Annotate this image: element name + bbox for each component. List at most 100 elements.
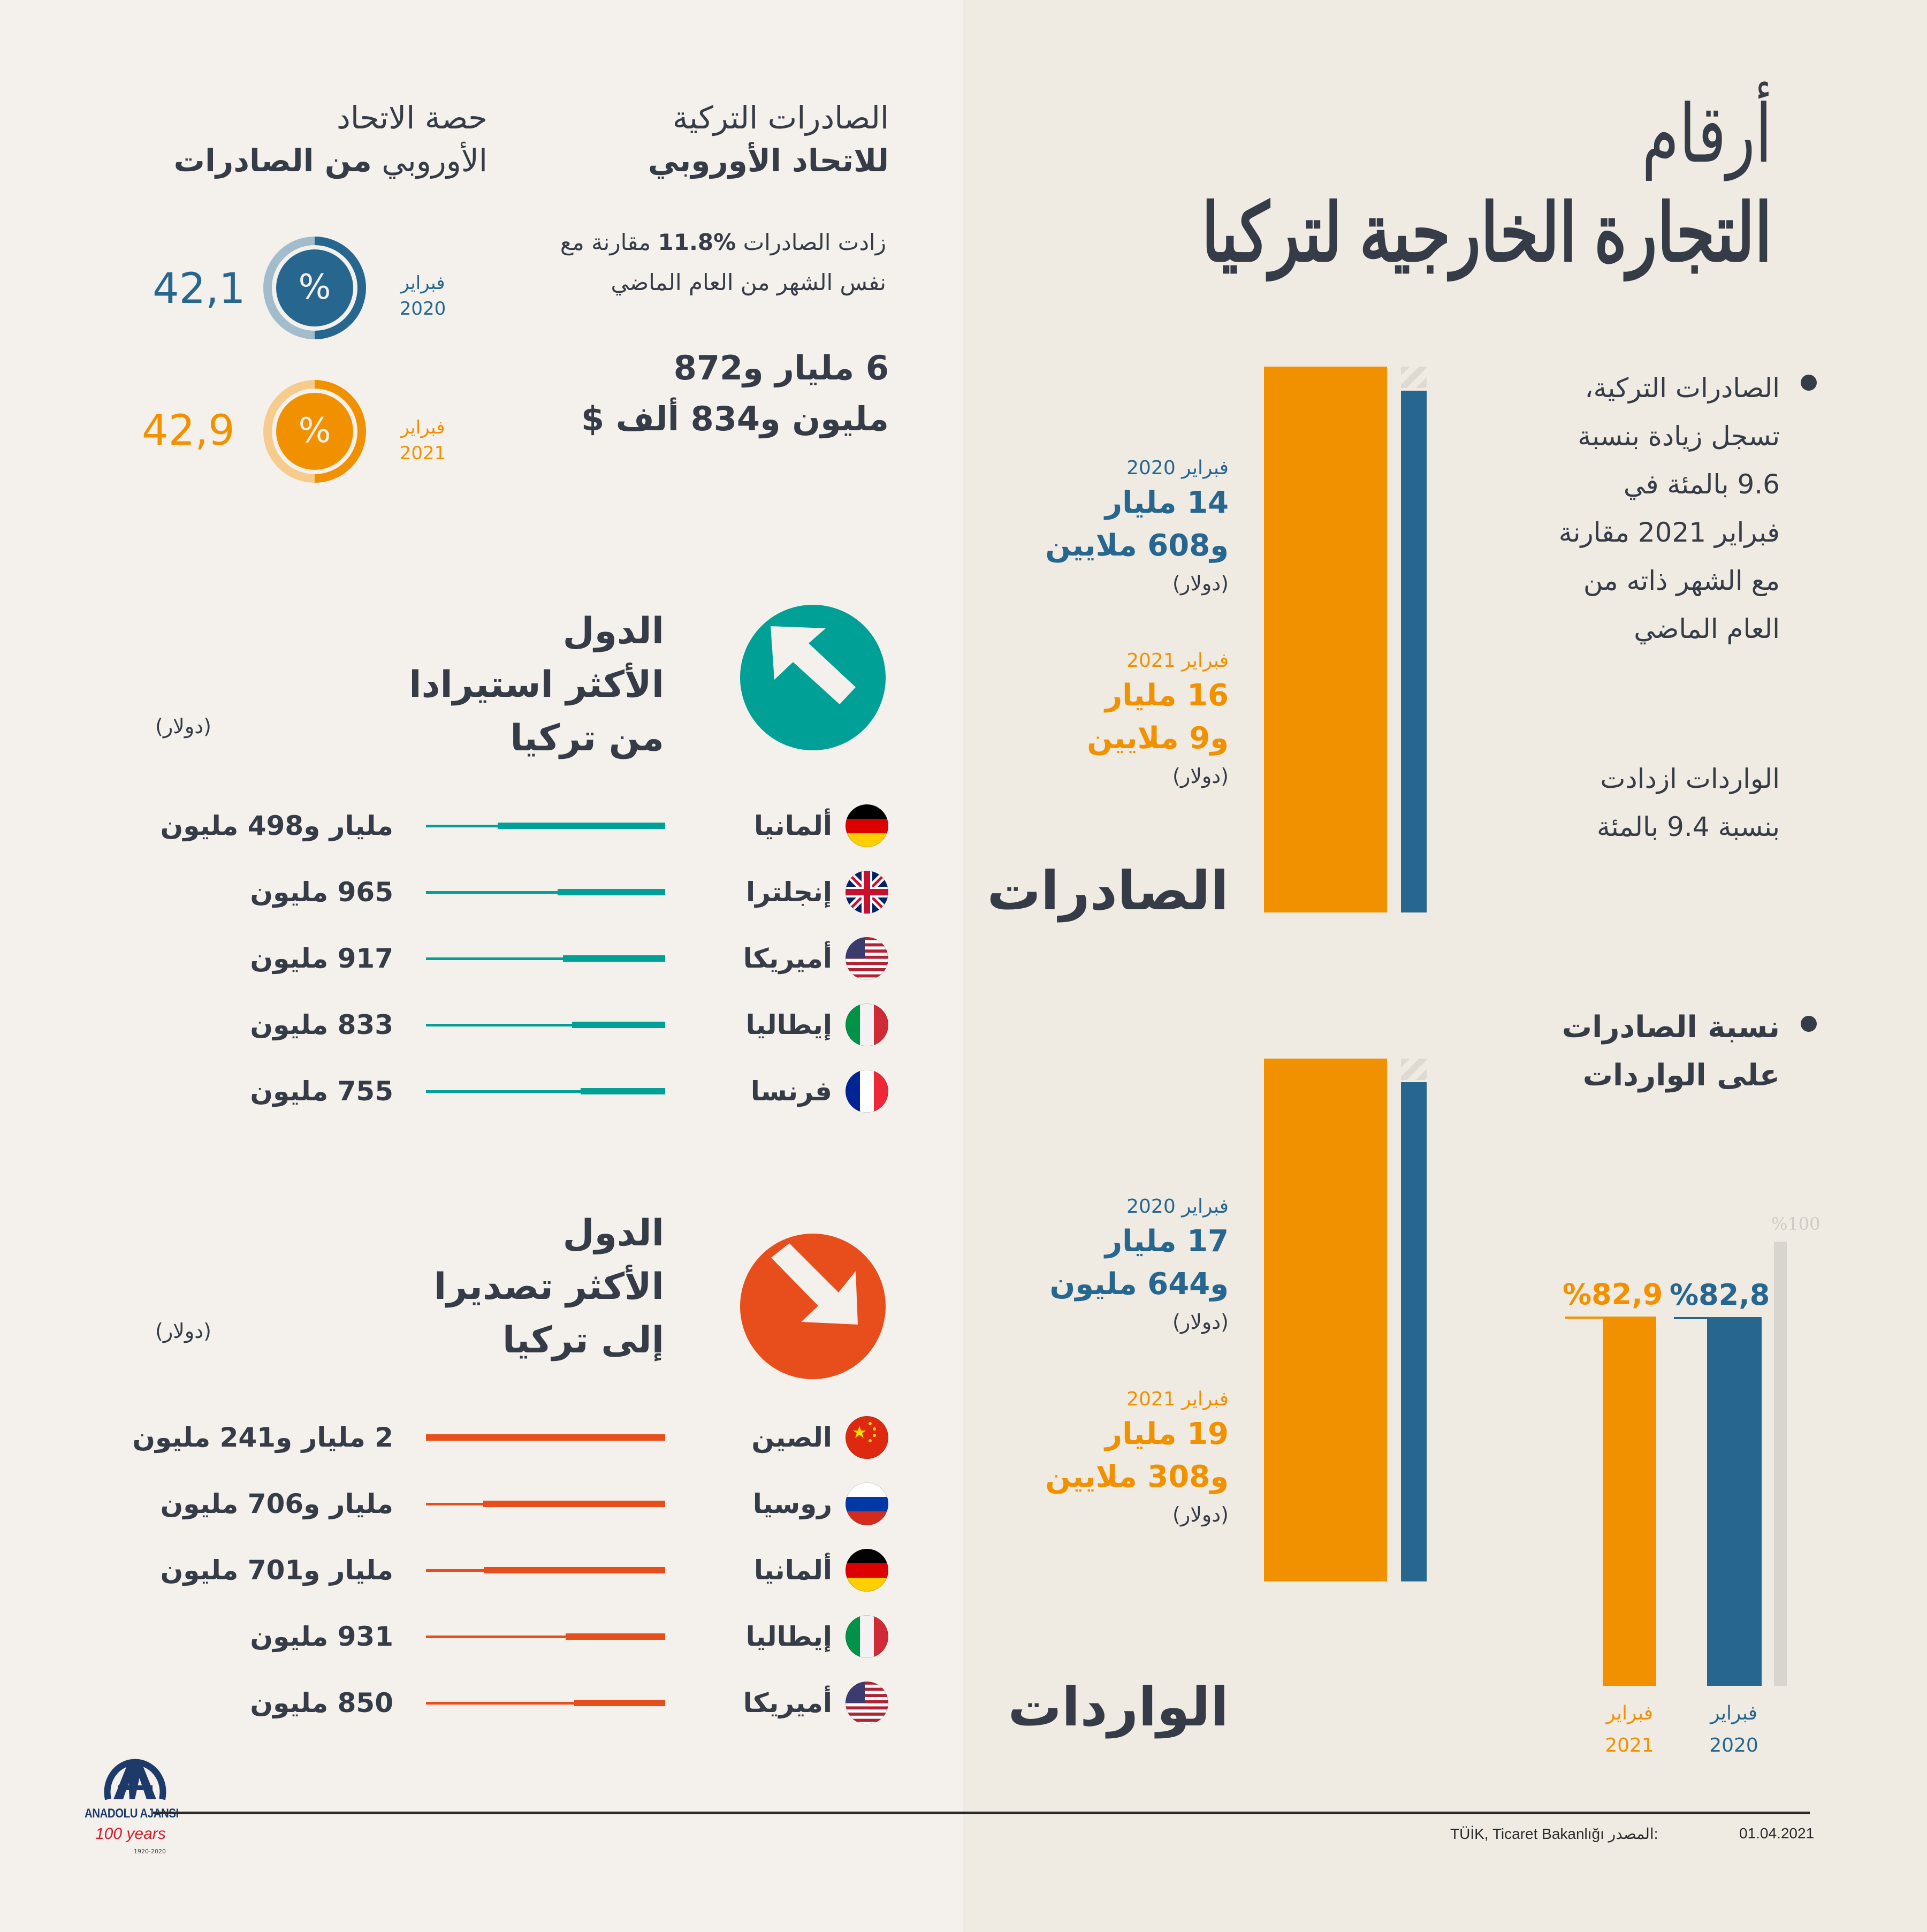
- eu-share-heading-line1: حصة الاتحاد: [337, 100, 488, 136]
- eu-growth-pre: زادت الصادرات: [736, 229, 886, 255]
- ratio-title: نسبة الصادرات على الواردات: [1459, 1003, 1780, 1100]
- exports-hatch: [1401, 367, 1427, 388]
- bullet-icon: [1801, 375, 1817, 391]
- exports-summary: الصادرات التركية، تسجل زيادة بنسبة 9.6 ب…: [1502, 364, 1780, 653]
- imports-hatch: [1401, 1059, 1427, 1080]
- country-value: 931 مليون: [250, 1621, 393, 1652]
- ratio-track-100: [1774, 1242, 1787, 1686]
- right-panel: [963, 0, 1927, 1932]
- country-row: إيطاليا 931 مليون: [0, 1615, 910, 1658]
- eu-share-ring-2020: %: [263, 237, 366, 339]
- bar-value: [483, 1501, 665, 1507]
- ratio-month-label: فبراير: [1606, 1702, 1653, 1724]
- source-value: TÜİK, Ticaret Bakanlığı: [1450, 1825, 1604, 1842]
- anniversary-range: 1920-2020: [134, 1848, 166, 1855]
- bar-track: [426, 1636, 665, 1638]
- country-value: 2 مليار و241 مليون: [132, 1422, 393, 1453]
- exports-bar-2020: [1401, 391, 1427, 912]
- country-value: مليار و701 مليون: [160, 1555, 393, 1586]
- eu-share-value-2021: 42,9: [142, 407, 235, 455]
- italy-flag-icon: [846, 1003, 888, 1048]
- bar-value: [483, 1567, 665, 1573]
- summary-line: العام الماضي: [1634, 613, 1780, 644]
- ratio-max-label: %100: [1771, 1214, 1821, 1234]
- exporters-unit: (دولار): [155, 1319, 211, 1343]
- bar-value: [572, 1022, 665, 1028]
- imports-2021-line1: 19 مليار: [1105, 1417, 1229, 1451]
- imports-2020-line2: و644 مليون: [1049, 1267, 1229, 1302]
- month-label: فبراير: [400, 272, 445, 294]
- ratio-month-2020: فبراير 2020: [1702, 1698, 1766, 1762]
- summary-line: الصادرات التركية،: [1585, 372, 1780, 404]
- eu-share-ring-2021: %: [263, 380, 366, 483]
- summary-line: تسجل زيادة بنسبة: [1578, 421, 1780, 452]
- imports-values: فبراير 2020 17 مليار و644 مليون (دولار) …: [961, 1193, 1229, 1531]
- exporters-title-line2: الأكثر تصديرا: [433, 1266, 664, 1308]
- imports-label: الواردات: [1008, 1676, 1229, 1738]
- bar-value: [426, 1434, 665, 1441]
- imports-2020-unit: (دولار): [1172, 1310, 1229, 1334]
- country-name: أميريكا: [743, 943, 832, 974]
- exporters-title: الدول الأكثر تصديرا إلى تركيا: [343, 1207, 664, 1367]
- usa-flag-icon: [846, 1682, 888, 1726]
- exports-values: فبراير 2020 14 مليار و608 ملايين (دولار)…: [961, 455, 1229, 792]
- eu-share-heading-a: الأوروبي: [371, 142, 488, 179]
- bar-value: [566, 1633, 665, 1640]
- ratio-month-label: فبراير: [1710, 1702, 1757, 1724]
- bar-track: [426, 1090, 665, 1093]
- exports-2020-line2: و608 ملايين: [1045, 528, 1229, 563]
- bar-value: [574, 1700, 665, 1706]
- ratio-bar-2020: [1707, 1318, 1762, 1686]
- ratio-year-label: 2020: [1709, 1735, 1758, 1756]
- imports-2021-line2: و308 ملايين: [1045, 1459, 1229, 1494]
- exports-bar-2021: [1264, 367, 1387, 912]
- france-flag-icon: [846, 1070, 888, 1115]
- bullet-icon: [1801, 1016, 1817, 1032]
- imports-bar-2021: [1264, 1059, 1387, 1581]
- ring-center: [276, 393, 353, 470]
- country-row: فرنسا 755 مليون: [0, 1070, 910, 1113]
- footer-source: TÜİK, Ticaret Bakanlığı المصدر:: [1450, 1825, 1658, 1843]
- arrow-down-right-icon: [740, 1234, 886, 1379]
- eu-growth-line1: زادت الصادرات 11.8% مقارنة مع: [479, 222, 886, 262]
- russia-flag-icon: [846, 1482, 888, 1527]
- summary-line: الواردات ازدادت: [1600, 763, 1780, 794]
- anniversary-badge: 100 years: [95, 1825, 166, 1843]
- imports-2021-month: فبراير 2021: [1126, 1388, 1229, 1410]
- china-flag-icon: [846, 1416, 888, 1461]
- bar-track: [426, 891, 665, 894]
- imports-summary: الواردات ازدادت بنسبة 9.4 بالمئة: [1502, 755, 1780, 851]
- ring-progress-arc: [314, 237, 366, 339]
- importers-title-line1: الدول: [562, 610, 664, 652]
- country-value: 755 مليون: [250, 1076, 393, 1107]
- ratio-value-2020: %82,8: [1670, 1277, 1770, 1312]
- title-line1: أرقام: [1641, 89, 1772, 179]
- usa-flag-icon: [846, 937, 888, 982]
- importers-title-line2: الأكثر استيرادا: [409, 664, 664, 706]
- exporters-title-line3: إلى تركيا: [502, 1319, 664, 1361]
- exports-2020-month: فبراير 2020: [1126, 457, 1229, 479]
- ratio-underline-2020: [1674, 1317, 1762, 1319]
- eu-growth: زادت الصادرات 11.8% مقارنة مع نفس الشهر …: [479, 222, 886, 302]
- footer-date: 01.04.2021: [1739, 1825, 1815, 1842]
- bar-value: [581, 1088, 665, 1094]
- country-value: 965 مليون: [250, 877, 393, 908]
- ratio-title-line2: على الواردات: [1582, 1058, 1780, 1093]
- exports-label: الصادرات: [987, 859, 1229, 922]
- country-row: أميريكا 850 مليون: [0, 1682, 910, 1724]
- country-name: أميريكا: [743, 1687, 832, 1718]
- bar-value: [557, 889, 665, 895]
- eu-share-heading: حصة الاتحاد الأوروبي من الصادرات: [113, 96, 488, 182]
- country-name: إيطاليا: [745, 1621, 832, 1652]
- country-name: ألمانيا: [753, 810, 832, 841]
- imports-2021-unit: (دولار): [1172, 1503, 1229, 1526]
- summary-line: 9.6 بالمئة في: [1623, 469, 1780, 500]
- percent-icon: %: [299, 411, 331, 451]
- country-name: فرنسا: [750, 1076, 832, 1107]
- imports-2020-line1: 17 مليار: [1105, 1224, 1229, 1259]
- importers-unit: (دولار): [155, 714, 211, 738]
- summary-line: بنسبة 9.4 بالمئة: [1596, 811, 1780, 842]
- ratio-value-2021: %82,9: [1563, 1277, 1663, 1311]
- eu-share-heading-b: من الصادرات: [173, 142, 372, 179]
- country-row: الصين 2 مليار و241 مليون: [0, 1416, 910, 1459]
